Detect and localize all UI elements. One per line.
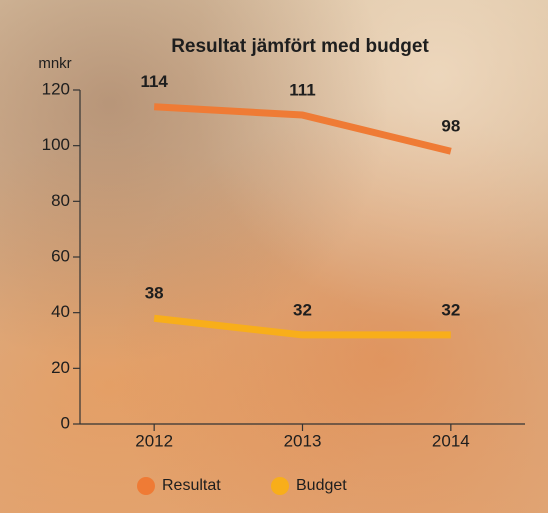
y-tick-label: 80: [51, 191, 70, 210]
x-tick-label: 2013: [284, 431, 322, 450]
y-tick-label: 60: [51, 246, 70, 265]
y-tick-label: 0: [61, 413, 70, 432]
y-axis-label: mnkr: [38, 55, 71, 72]
legend-label: Budget: [296, 477, 347, 494]
data-label: 98: [441, 117, 460, 136]
legend-marker: [137, 477, 155, 495]
data-label: 32: [441, 300, 460, 319]
chart-title: Resultat jämfört med budget: [171, 36, 429, 57]
line: [154, 318, 451, 335]
legend-label: Resultat: [162, 477, 221, 494]
data-label: 38: [145, 284, 164, 303]
y-tick-label: 120: [42, 79, 70, 98]
background: Resultat jämfört med budget mnkr 0 20 40 60…: [0, 0, 548, 513]
data-label: 111: [289, 81, 316, 100]
line: [154, 107, 451, 152]
data-label: 114: [140, 72, 168, 91]
legend-marker: [271, 477, 289, 495]
y-tick-label: 20: [51, 358, 70, 377]
x-tick-label: 2014: [432, 431, 470, 450]
x-tick-label: 2012: [135, 431, 173, 450]
data-label: 32: [293, 300, 312, 319]
y-tick-label: 40: [51, 302, 70, 321]
y-tick-label: 100: [42, 135, 70, 154]
chart: Resultat jämfört med budget mnkr 0 20 40 60…: [0, 0, 548, 513]
